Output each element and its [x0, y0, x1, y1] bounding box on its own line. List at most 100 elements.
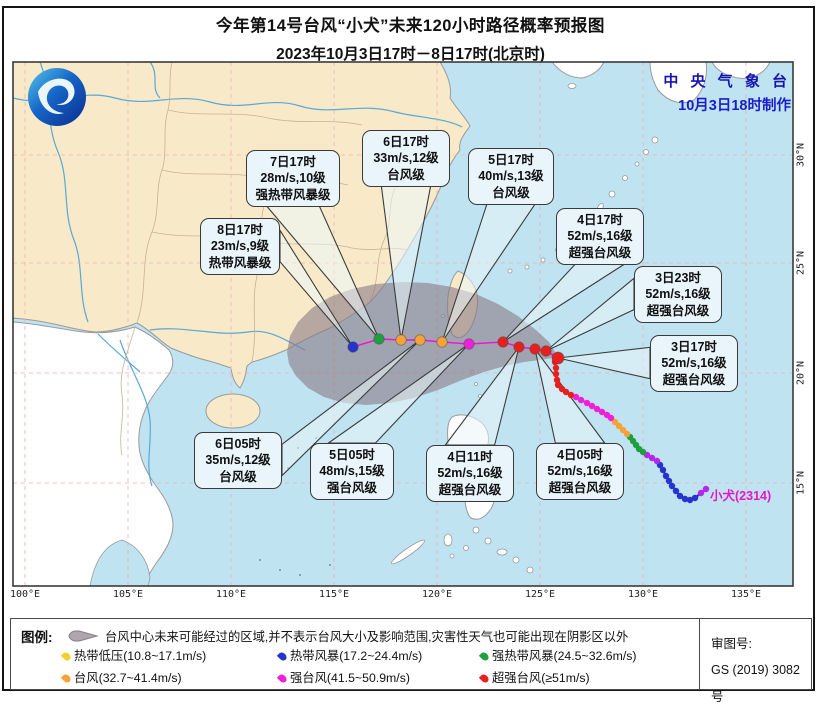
legend-item-label: 热带低压(10.8~17.1m/s)	[74, 649, 207, 663]
legend-storm-dot-icon	[60, 650, 73, 663]
page-border	[2, 6, 815, 691]
callout-line: 40m/s,13级	[478, 169, 544, 184]
callout-line: 52m/s,16级	[567, 229, 633, 244]
forecast-callout-fcst-4d05: 4日05时 52m/s,16级 超强台风级	[536, 443, 624, 500]
cone-description: 台风中心未来可能经过的区域,并不表示台风大小及影响范围,灾害性天气也可能出现在阴…	[105, 630, 629, 644]
rivers	[13, 62, 463, 487]
lon-tick-label: 125°E	[524, 589, 556, 600]
callout-line: 台风级	[219, 469, 257, 484]
page-subtitle: 2023年10月3日17时－8日17时(北京时)	[276, 46, 545, 63]
cma-logo	[28, 68, 86, 126]
callout-line: 4日05时	[557, 448, 603, 462]
legend-item: 超强台风(≥51m/s)	[478, 668, 590, 686]
ryukyu-islands	[507, 136, 659, 274]
callout-line: 52m/s,16级	[661, 356, 727, 371]
callout-line: 超强台风级	[568, 245, 632, 260]
legend-storm-dot-icon	[478, 672, 491, 685]
callout-line: 5日17时	[488, 153, 534, 167]
agency-watermark: 中 央 气 象 台 10月3日18时制作	[663, 70, 791, 115]
legend-storm-dot-icon	[276, 650, 289, 663]
legend-item-label: 强热带风暴(24.5~32.6m/s)	[492, 649, 637, 663]
callout-line: 33m/s,12级	[373, 151, 439, 166]
callout-line: 4日11时	[447, 450, 493, 464]
lon-tick-label: 135°E	[730, 589, 762, 600]
callout-line: 台风级	[492, 185, 530, 200]
issue-time: 10月3日18时制作	[678, 98, 791, 114]
title-block: 今年第14号台风“小犬”未来120小时路径概率预报图 2023年10月3日17时…	[0, 12, 821, 64]
callout-line: 热带风暴级	[208, 255, 272, 270]
lon-tick-label: 100°E	[9, 589, 41, 600]
callout-line: 7日17时	[270, 155, 316, 169]
legend-divider	[699, 619, 700, 689]
callout-line: 52m/s,16级	[437, 466, 503, 481]
forecast-callout-fcst-3d23: 3日23时 52m/s,16级 超强台风级	[634, 266, 722, 323]
lon-tick-label: 130°E	[627, 589, 659, 600]
forecast-callout-fcst-5d05: 5日05时 48m/s,15级 强台风级	[310, 443, 394, 500]
forecast-callout-fcst-4d17: 4日17时 52m/s,16级 超强台风级	[556, 208, 644, 265]
callout-line: 35m/s,12级	[205, 453, 271, 468]
cone-icon	[68, 630, 99, 642]
legend-item: 热带风暴(17.2~24.4m/s)	[276, 646, 423, 664]
legend-storm-dot-icon	[478, 650, 491, 663]
forecast-track	[347, 333, 565, 365]
callout-leader-lines	[265, 185, 651, 477]
callout-line: 5日05时	[329, 448, 375, 462]
forecast-callout-obs-3d17: 3日17时 52m/s,16级 超强台风级	[650, 335, 738, 392]
legend-item: 台风(32.7~41.4m/s)	[60, 668, 182, 686]
map-border	[12, 61, 794, 587]
forecast-callout-fcst-7d17: 7日17时 28m/s,10级 强热带风暴级	[246, 150, 340, 207]
legend-item-label: 超强台风(≥51m/s)	[492, 671, 590, 685]
honshu-fragment	[711, 62, 771, 79]
map-approval: 审图号: GS (2019) 3082号	[711, 631, 811, 710]
lon-tick-label: 120°E	[421, 589, 453, 600]
forecast-callout-fcst-8d17: 8日17时 23m/s,9级 热带风暴级	[200, 218, 280, 275]
legend-item-label: 台风(32.7~41.4m/s)	[74, 671, 182, 685]
legend-storm-dot-icon	[60, 672, 73, 685]
approval-label: 审图号:	[711, 637, 752, 651]
korea-tip	[551, 62, 605, 79]
callout-line: 超强台风级	[438, 482, 502, 497]
callout-line: 3日17时	[671, 340, 717, 354]
callout-line: 4日17时	[577, 213, 623, 227]
hainan-island	[205, 393, 261, 429]
legend-item-label: 热带风暴(17.2~24.4m/s)	[290, 649, 423, 663]
lat-tick-label: 30°N	[795, 142, 807, 168]
forecast-callout-fcst-5d17: 5日17时 40m/s,13级 台风级	[468, 148, 554, 205]
agency-name: 中 央 气 象 台	[663, 73, 791, 90]
callout-line: 48m/s,15级	[319, 464, 385, 479]
lat-tick-label: 25°N	[795, 250, 807, 276]
legend-item-label: 强台风(41.5~50.9m/s)	[290, 671, 410, 685]
callout-line: 23m/s,9级	[210, 239, 270, 254]
callout-line: 6日05时	[215, 437, 261, 451]
forecast-callout-fcst-6d05: 6日05时 35m/s,12级 台风级	[194, 432, 282, 489]
lat-tick-label: 15°N	[795, 470, 807, 496]
callout-line: 6日17时	[383, 135, 429, 149]
legend-storm-dot-icon	[276, 672, 289, 685]
legend: 图例: 台风中心未来可能经过的区域,并不表示台风大小及影响范围,灾害性天气也可能…	[10, 618, 812, 704]
lon-tick-label: 115°E	[318, 589, 350, 600]
storm-name-label: 小犬(2314)	[710, 489, 772, 503]
lon-tick-label: 105°E	[112, 589, 144, 600]
approval-number: GS (2019) 3082号	[711, 663, 800, 704]
legend-item: 热带低压(10.8~17.1m/s)	[60, 646, 207, 664]
callout-line: 强台风级	[326, 480, 377, 495]
callout-line: 超强台风级	[548, 480, 612, 495]
observed-track	[551, 358, 710, 504]
callout-line: 28m/s,10级	[260, 171, 326, 186]
legend-title: 图例:	[21, 630, 53, 645]
callout-line: 52m/s,16级	[645, 287, 711, 302]
callout-line: 8日17时	[217, 223, 263, 237]
forecast-callout-fcst-6d17: 6日17时 33m/s,12级 台风级	[362, 130, 450, 187]
lat-tick-label: 20°N	[795, 360, 807, 386]
gulf-of-thailand	[89, 539, 151, 586]
callout-line: 3日23时	[655, 271, 701, 285]
legend-item: 强热带风暴(24.5~32.6m/s)	[478, 646, 637, 664]
callout-line: 超强台风级	[662, 372, 726, 387]
jeju-island	[567, 83, 577, 89]
philippine-islands	[391, 370, 534, 574]
legend-item: 强台风(41.5~50.9m/s)	[276, 668, 410, 686]
callout-line: 超强台风级	[646, 303, 710, 318]
callout-line: 台风级	[387, 167, 425, 182]
callout-line: 52m/s,16级	[547, 464, 613, 479]
callout-line: 强热带风暴级	[255, 187, 331, 202]
